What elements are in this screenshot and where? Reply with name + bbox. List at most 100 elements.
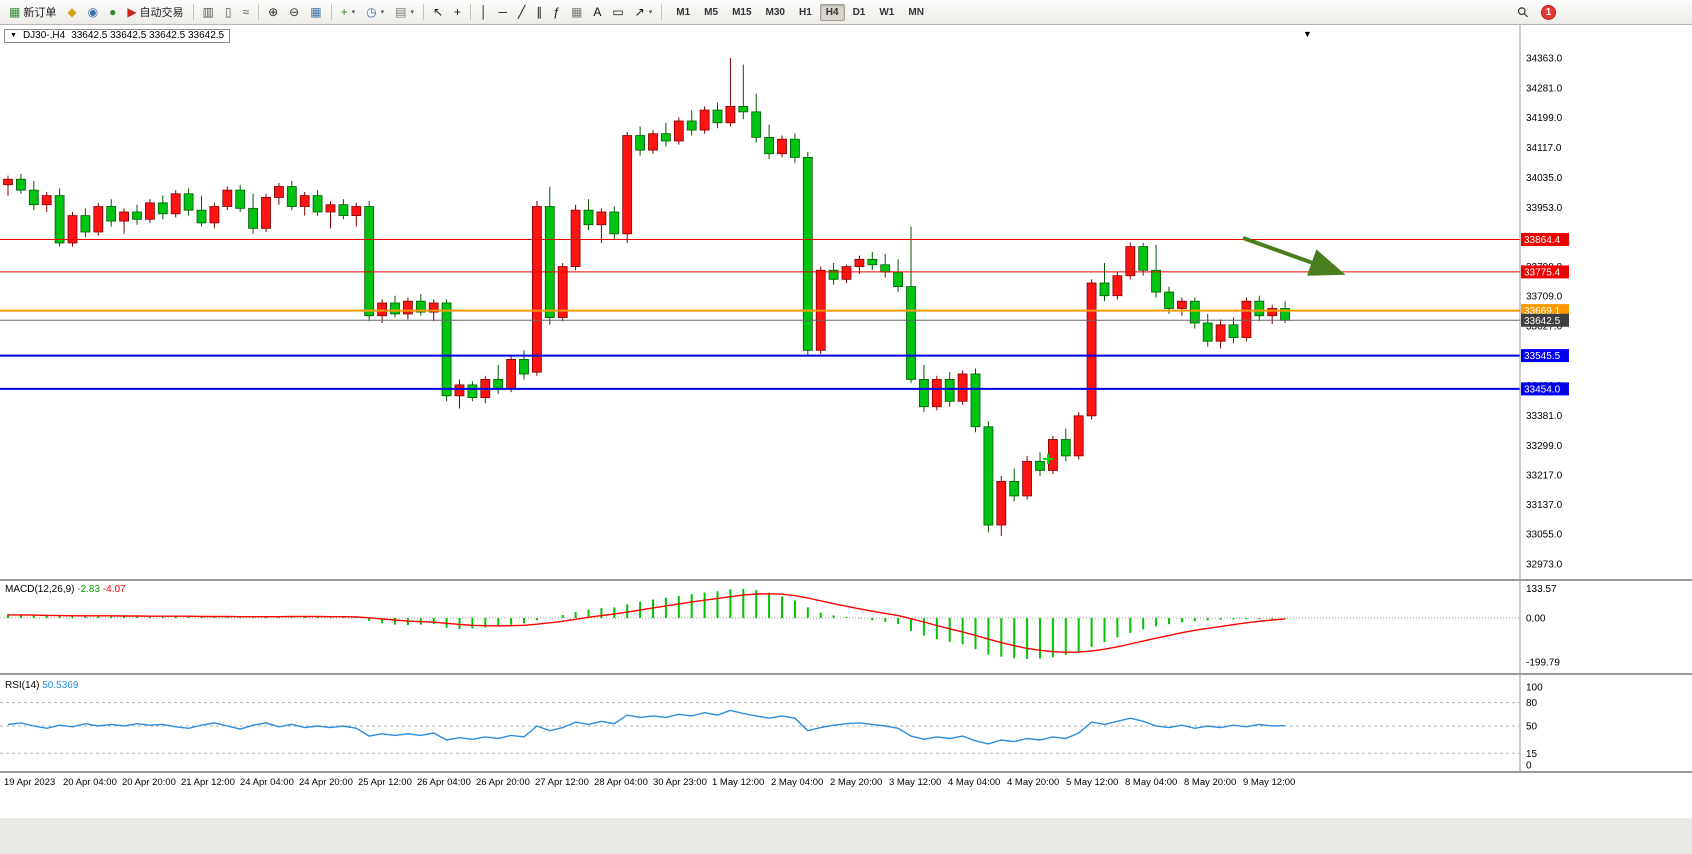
text-button[interactable]: A xyxy=(588,2,606,22)
tile-windows-button[interactable]: ▦ xyxy=(305,2,326,22)
svg-text:20 Apr 04:00: 20 Apr 04:00 xyxy=(63,777,117,788)
svg-text:33627.0: 33627.0 xyxy=(1526,321,1563,332)
notification-badge[interactable]: 1 xyxy=(1541,4,1556,20)
profile-icon[interactable]: ◉ xyxy=(83,2,103,22)
price-chart[interactable]: 34363.0 34281.0 34199.0 34117.0 34035.0 33953… xyxy=(0,25,1692,854)
zoom-in-button[interactable]: ⊕ xyxy=(263,2,283,22)
chevron-down-icon: ▾ xyxy=(648,9,653,16)
trend-arrow-annotation[interactable] xyxy=(1242,236,1346,276)
svg-text:24 Apr 04:00: 24 Apr 04:00 xyxy=(240,777,294,788)
shapes-button[interactable]: ▦ xyxy=(566,2,587,22)
rsi-label: RSI(14) 50.5369 xyxy=(5,680,79,691)
timeframe-button-h4[interactable]: H4 xyxy=(819,3,845,21)
toolbar-items: ▦ 新订单 ◆ ◉ ● ▶ 自动交易 ▥ ▯ ≈ ⊕ ⊖ ▦ + ▾ ◷ ▾ ▤ ▾ ↖ + │ ─ ╱ ∥ ƒ ▦ A ▭ ↗ ▾ xyxy=(4,2,665,22)
svg-text:-199.79: -199.79 xyxy=(1526,657,1560,668)
candlestick-chart-type-button[interactable]: ▯ xyxy=(220,2,237,22)
new-order-icon: ▦ xyxy=(9,5,21,19)
arrows-icon: ↗ xyxy=(634,5,645,19)
new-order-button[interactable]: ▦ 新订单 xyxy=(4,2,61,22)
equidistant-channel-button[interactable]: ∥ xyxy=(531,2,547,22)
fibonacci-button[interactable]: ƒ xyxy=(548,2,565,22)
templates-button[interactable]: ▤ ▾ xyxy=(390,2,419,22)
candles-layer xyxy=(3,58,1290,536)
search-button[interactable]: ⚲ xyxy=(1513,2,1533,22)
community-icon[interactable]: ● xyxy=(104,2,121,22)
svg-text:33217.0: 33217.0 xyxy=(1526,471,1563,482)
arrows-button[interactable]: ↗ ▾ xyxy=(630,2,658,22)
timeframe-button-h1[interactable]: H1 xyxy=(798,6,812,18)
svg-text:33709.0: 33709.0 xyxy=(1526,292,1563,303)
toolbar-separator xyxy=(192,4,194,20)
cursor-button[interactable]: ↖ xyxy=(428,2,448,22)
pane-divider[interactable] xyxy=(0,771,1692,773)
chart-ohlc-label: ▼ DJ30-,H4 33642.5 33642.5 33642.5 33642… xyxy=(4,29,231,43)
timeframe-button-w1[interactable]: W1 xyxy=(879,6,895,18)
objects-dropdown-icon[interactable]: ▼ xyxy=(1303,29,1312,39)
horizontal-line-button[interactable]: ─ xyxy=(494,2,513,22)
pane-divider[interactable] xyxy=(0,579,1692,581)
timeframe-button-m1[interactable]: M1 xyxy=(676,6,691,18)
svg-text:33055.0: 33055.0 xyxy=(1526,530,1563,541)
trendline-icon: ╱ xyxy=(518,5,526,19)
vertical-line-button[interactable]: │ xyxy=(475,2,493,22)
svg-text:26 Apr 04:00: 26 Apr 04:00 xyxy=(417,777,471,788)
trendline-button[interactable]: ╱ xyxy=(513,2,530,22)
add-indicator-button[interactable]: + ▾ xyxy=(336,2,361,22)
line-chart-type-icon: ≈ xyxy=(242,5,250,19)
periods-button[interactable]: ◷ ▾ xyxy=(361,2,389,22)
svg-text:50: 50 xyxy=(1526,722,1538,733)
svg-text:33669.1: 33669.1 xyxy=(1524,306,1561,317)
bar-chart-type-button[interactable]: ▥ xyxy=(198,2,219,22)
timeframe-button-m30[interactable]: M30 xyxy=(765,6,785,18)
svg-text:2 May 20:00: 2 May 20:00 xyxy=(830,777,882,788)
profile-icon-icon: ◉ xyxy=(87,5,99,19)
svg-text:32973.0: 32973.0 xyxy=(1526,560,1563,571)
svg-text:34363.0: 34363.0 xyxy=(1526,54,1563,65)
svg-text:33864.4: 33864.4 xyxy=(1524,235,1561,246)
community-icon-icon: ● xyxy=(109,5,117,19)
toolbar-separator xyxy=(258,4,260,20)
svg-text:5 May 12:00: 5 May 12:00 xyxy=(1066,777,1118,788)
text-label-icon: ▭ xyxy=(612,5,624,19)
bar-chart-type-icon: ▥ xyxy=(202,5,214,19)
svg-text:0.00: 0.00 xyxy=(1526,614,1546,625)
timeframe-button-m5[interactable]: M5 xyxy=(704,6,719,18)
time-axis: 19 Apr 2023 20 Apr 04:00 20 Apr 20:00 21 Ap… xyxy=(4,777,1295,788)
svg-text:33299.0: 33299.0 xyxy=(1526,441,1563,452)
charts-icon[interactable]: ◆ xyxy=(62,2,81,22)
svg-text:33545.5: 33545.5 xyxy=(1524,351,1561,362)
chevron-down-icon: ▾ xyxy=(410,9,414,16)
text-icon: A xyxy=(593,5,602,19)
crosshair-button[interactable]: + xyxy=(449,2,466,22)
pane-divider[interactable] xyxy=(0,673,1692,675)
timeframe-button-m15[interactable]: M15 xyxy=(732,6,752,18)
svg-text:33381.0: 33381.0 xyxy=(1526,411,1563,422)
horizontal-lines-layer xyxy=(0,239,1520,390)
new-order-button-label: 新订单 xyxy=(23,7,57,19)
toolbar-separator xyxy=(661,4,663,20)
timeframe-button-mn[interactable]: MN xyxy=(908,6,924,18)
svg-text:133.57: 133.57 xyxy=(1526,584,1557,595)
svg-text:24 Apr 20:00: 24 Apr 20:00 xyxy=(299,777,353,788)
svg-text:2 May 04:00: 2 May 04:00 xyxy=(771,777,823,788)
svg-text:20 Apr 20:00: 20 Apr 20:00 xyxy=(122,777,176,788)
svg-text:80: 80 xyxy=(1526,698,1538,709)
chart-dropdown-icon: ▼ xyxy=(10,32,17,39)
toolbar-right-group: ⚲ 1 xyxy=(1513,2,1556,22)
svg-text:34035.0: 34035.0 xyxy=(1526,173,1563,184)
text-label-button[interactable]: ▭ xyxy=(607,2,628,22)
svg-text:33642.5: 33642.5 xyxy=(1524,316,1561,327)
macd-pane: 133.57 0.00 -199.79 MACD(12,26,9) -2.83 -4.… xyxy=(0,584,1560,668)
chart-window: ▼ DJ30-,H4 33642.5 33642.5 33642.5 33642… xyxy=(0,25,1692,854)
zoom-out-button[interactable]: ⊖ xyxy=(284,2,304,22)
timeframe-button-d1[interactable]: D1 xyxy=(852,6,866,18)
svg-text:33454.0: 33454.0 xyxy=(1524,384,1561,395)
line-chart-type-button[interactable]: ≈ xyxy=(238,2,255,22)
auto-trading-button-label: 自动交易 xyxy=(139,7,184,19)
svg-text:8 May 20:00: 8 May 20:00 xyxy=(1184,777,1236,788)
shapes-icon: ▦ xyxy=(570,5,583,19)
svg-text:26 Apr 20:00: 26 Apr 20:00 xyxy=(476,777,530,788)
auto-trading-button[interactable]: ▶ 自动交易 xyxy=(122,2,188,22)
svg-text:100: 100 xyxy=(1526,683,1543,694)
